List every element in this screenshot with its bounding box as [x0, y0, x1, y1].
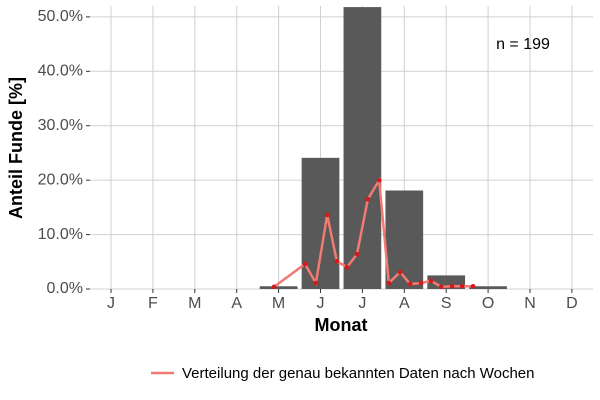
- x-axis-label: Monat: [315, 315, 368, 335]
- weekly-point: [470, 283, 476, 289]
- bar: [469, 286, 507, 289]
- weekly-point: [376, 177, 382, 183]
- weekly-point: [354, 251, 360, 257]
- y-tick-label: 10.0%: [38, 226, 83, 243]
- legend-label: Verteilung der genau bekannten Daten nac…: [182, 365, 535, 382]
- weekly-point: [418, 280, 424, 286]
- annotation: n = 199: [496, 36, 550, 53]
- weekly-point: [459, 283, 465, 289]
- y-tick-label: 20.0%: [38, 171, 83, 188]
- x-tick-label: F: [148, 295, 158, 312]
- x-tick-label: N: [524, 295, 536, 312]
- line-layer: [271, 176, 476, 290]
- x-tick-label: M: [188, 295, 201, 312]
- y-tick-label: 30.0%: [38, 117, 83, 134]
- y-axis-label: Anteil Funde [%]: [6, 77, 26, 219]
- weekly-point: [271, 284, 277, 290]
- legend: Verteilung der genau bekannten Daten nac…: [151, 365, 535, 382]
- bar: [259, 286, 298, 289]
- x-tick-label: O: [482, 295, 494, 312]
- x-tick-label: A: [231, 295, 242, 312]
- x-tick-label: S: [441, 295, 452, 312]
- weekly-point: [334, 258, 340, 264]
- x-tick-label: A: [399, 295, 410, 312]
- bar: [385, 190, 424, 289]
- weekly-point: [365, 196, 371, 202]
- weekly-point: [344, 264, 350, 270]
- y-tick-label: 40.0%: [38, 63, 83, 80]
- bar: [343, 7, 382, 289]
- weekly-point: [313, 280, 319, 286]
- weekly-point: [386, 280, 392, 286]
- weekly-point: [438, 284, 444, 290]
- y-tick-label: 0.0%: [47, 280, 83, 297]
- weekly-point: [324, 212, 330, 218]
- x-tick-label: M: [272, 295, 285, 312]
- y-tick-label: 50.0%: [38, 8, 83, 25]
- x-tick-label: J: [358, 295, 366, 312]
- weekly-point: [302, 261, 308, 267]
- bars: [259, 7, 507, 289]
- x-tick-label: J: [107, 295, 115, 312]
- x-tick-label: J: [317, 295, 325, 312]
- weekly-point: [449, 283, 455, 289]
- weekly-point: [407, 281, 413, 287]
- weekly-point: [428, 278, 434, 284]
- x-tick-label: D: [566, 295, 578, 312]
- weekly-point: [397, 269, 403, 275]
